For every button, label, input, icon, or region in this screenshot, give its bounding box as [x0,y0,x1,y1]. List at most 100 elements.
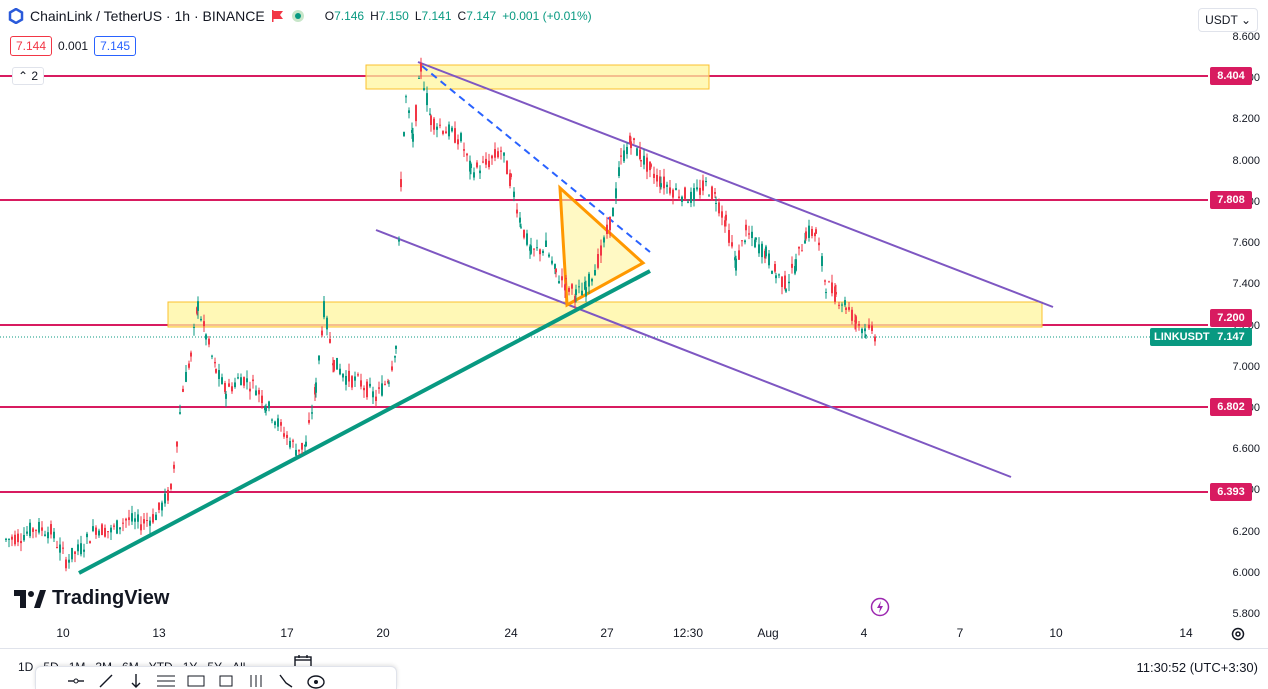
symbol-price-tag: LINKUSDT [1150,328,1214,346]
candle-body [523,229,525,238]
currency-selector[interactable]: USDT ⌄ [1198,8,1258,32]
candle-body [298,449,300,452]
tradingview-logo[interactable]: TradingView [14,587,169,610]
uptrend-line [78,269,651,575]
collapse-indicators-button[interactable]: ⌃ 2 [12,67,45,85]
candle-body [669,187,671,194]
candle-body [584,281,586,290]
bid-price[interactable]: 7.144 [10,36,53,56]
flag-icon[interactable] [271,9,285,23]
candle-body [143,519,145,524]
fib-icon[interactable] [156,673,176,689]
time-tick-label: 13 [152,626,166,640]
candle-body [342,373,344,378]
price-tick-label: 7.000 [1232,360,1260,373]
candle-body [588,273,590,287]
candle-body [360,380,362,387]
candle-body [741,240,743,242]
clock-timezone[interactable]: 11:30:52 (UTC+3:30) [1136,660,1258,675]
chainlink-logo-icon [8,8,24,24]
pattern-icon[interactable] [246,673,266,689]
candle-body [301,442,303,450]
candle-body [339,368,341,375]
candle-body [597,254,599,268]
settings-icon[interactable] [1230,626,1246,642]
candle-body [497,151,499,158]
range-button-1d[interactable]: 1D [18,660,34,674]
candle-body [761,243,763,258]
ask-price[interactable]: 7.145 [94,36,137,56]
resistance-zone [365,64,710,90]
market-status-icon[interactable] [291,9,305,23]
candle-body [214,361,216,364]
candle-body [482,161,484,163]
price-tick-label: 8.600 [1232,31,1260,43]
pitchfork-icon[interactable] [216,673,236,689]
candle-body [725,214,727,221]
candle-body [83,549,85,552]
candle-body [845,307,847,310]
candle-body [775,275,777,279]
time-tick-label: 24 [504,626,518,640]
channel-icon[interactable] [186,673,206,689]
candle-body [354,376,356,381]
candle-body [89,541,91,544]
dashed-trend-line [421,65,651,253]
candle-body [751,231,753,239]
candle-body [167,489,169,501]
candle-body [578,286,580,288]
candle-body [585,287,587,297]
candle-body [748,233,750,235]
candle-body [690,191,692,203]
candle-body [384,383,386,385]
candle-body [828,281,830,283]
candle-body [615,188,617,199]
candle-body [430,115,432,126]
candle-body [375,396,377,401]
candle-body [176,441,178,447]
candle-body [643,155,645,165]
flash-icon[interactable] [870,597,890,617]
trend-tool-icon[interactable] [96,673,116,689]
candle-body [618,167,620,176]
candle-body [448,124,450,137]
tradingview-logo-text: TradingView [52,587,170,609]
symbol-title[interactable]: ChainLink / TetherUS · 1h · BINANCE [30,8,265,24]
time-tick-label: 27 [600,626,614,640]
candle-body [705,181,707,183]
brush-icon[interactable] [276,673,296,689]
candle-body [131,513,133,522]
candle-body [122,522,124,524]
candle-body [101,524,103,536]
candle-body [381,383,383,396]
candle-body [107,531,109,533]
candle-body [321,330,323,336]
candle-body [473,172,475,178]
candle-body [650,164,652,167]
candle-body [74,551,76,554]
support-zone [167,301,1043,328]
candle-body [785,289,787,292]
candle-body [711,186,713,199]
price-tick-label: 8.200 [1232,113,1260,126]
level-price-tag: 7.200 [1210,309,1252,327]
candle-body [539,249,541,255]
line-tool-icon[interactable] [66,673,86,689]
candle-body [426,93,428,106]
candle-body [158,502,160,510]
time-tick-label: Aug [757,626,779,640]
candle-body [56,547,58,549]
candle-body [513,191,515,198]
candle-body [351,376,353,388]
calendar-icon[interactable] [294,655,312,669]
eye-icon[interactable] [306,673,326,689]
candle-body [119,527,121,530]
candle-body [59,544,61,553]
candle-body [620,155,622,157]
candle-body [574,296,576,302]
candle-body [369,383,371,387]
arrow-tool-icon[interactable] [126,673,146,689]
candle-body [155,514,157,521]
candle-body [784,275,786,289]
